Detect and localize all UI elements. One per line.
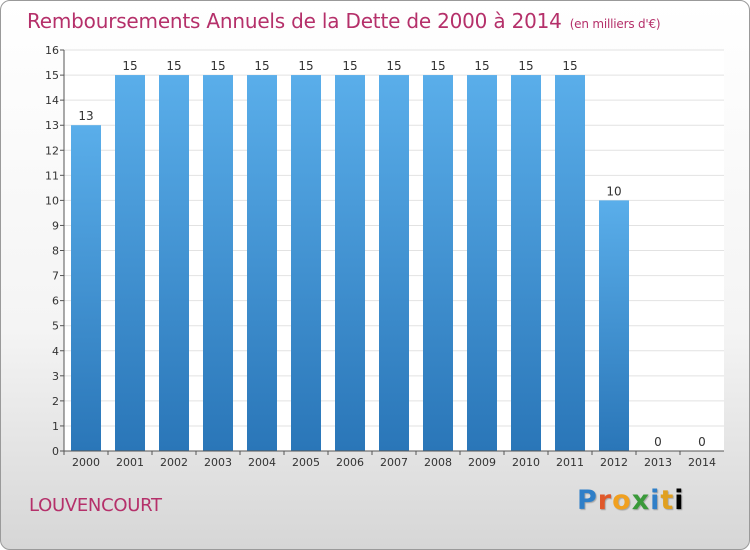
data-label: 15	[298, 59, 313, 73]
x-tick-label: 2010	[512, 456, 540, 469]
bar	[335, 75, 365, 451]
bar	[247, 75, 277, 451]
x-tick-label: 2012	[600, 456, 628, 469]
x-tick-label: 2009	[468, 456, 496, 469]
bar	[71, 125, 101, 451]
bar	[379, 75, 409, 451]
bar	[291, 75, 321, 451]
logo-letter: i	[650, 485, 661, 516]
data-label: 0	[654, 435, 662, 449]
y-tick-label: 6	[52, 295, 59, 308]
y-tick-label: 11	[45, 169, 59, 182]
chart-subtitle: (en milliers d'€)	[569, 17, 661, 31]
x-tick-label: 2014	[688, 456, 716, 469]
chart-title-text: Remboursements Annuels de la Dette de 20…	[27, 9, 562, 33]
y-tick-label: 15	[45, 69, 59, 82]
data-label: 15	[166, 59, 181, 73]
x-tick-label: 2007	[380, 456, 408, 469]
data-label: 15	[210, 59, 225, 73]
bars	[71, 75, 629, 451]
x-tick-label: 2001	[116, 456, 144, 469]
y-tick-label: 7	[52, 270, 59, 283]
data-label: 15	[342, 59, 357, 73]
data-label: 15	[122, 59, 137, 73]
x-tick-label: 2005	[292, 456, 320, 469]
x-tick-label: 2013	[644, 456, 672, 469]
data-label: 15	[430, 59, 445, 73]
data-label: 10	[606, 184, 621, 198]
bar	[203, 75, 233, 451]
chart-title: Remboursements Annuels de la Dette de 20…	[27, 9, 661, 33]
y-tick-label: 3	[52, 370, 59, 383]
data-label: 13	[78, 109, 93, 123]
town-name: LOUVENCOURT	[29, 495, 162, 516]
x-tick-label: 2008	[424, 456, 452, 469]
y-tick-label: 0	[52, 445, 59, 458]
bar	[159, 75, 189, 451]
logo-letter: x	[631, 485, 651, 516]
y-tick-label: 13	[45, 119, 59, 132]
x-tick-label: 2006	[336, 456, 364, 469]
x-tick-label: 2011	[556, 456, 584, 469]
bar	[555, 75, 585, 451]
bar	[599, 200, 629, 451]
bar	[423, 75, 453, 451]
data-labels: 13 15 15 15 15 15 15 15 15 15 15 15 10 0 0	[78, 59, 705, 449]
data-label: 15	[562, 59, 577, 73]
y-tick-label: 1	[52, 420, 59, 433]
logo-letter: r	[597, 485, 613, 516]
x-tick-label: 2003	[204, 456, 232, 469]
y-tick-label: 10	[45, 194, 59, 207]
logo-letter: t	[660, 485, 675, 516]
data-label: 0	[698, 435, 706, 449]
data-label: 15	[254, 59, 269, 73]
bar	[467, 75, 497, 451]
x-axis: 2000 2001 2002 2003 2004 2005 2006 2007 2008 2009…	[63, 450, 724, 469]
y-tick-label: 14	[45, 94, 59, 107]
y-tick-label: 4	[52, 345, 59, 358]
bar	[115, 75, 145, 451]
y-tick-label: 5	[52, 320, 59, 333]
logo-letter: P	[577, 485, 598, 516]
x-tick-label: 2002	[160, 456, 188, 469]
y-tick-label: 16	[45, 44, 59, 57]
bar	[511, 75, 541, 451]
x-tick-label: 2000	[72, 456, 100, 469]
y-tick-label: 8	[52, 245, 59, 258]
logo-letter: i	[674, 485, 685, 516]
y-tick-label: 12	[45, 144, 59, 157]
x-tick-label: 2004	[248, 456, 276, 469]
proxiti-logo: Proxiti	[577, 485, 685, 516]
y-tick-label: 2	[52, 395, 59, 408]
data-label: 15	[386, 59, 401, 73]
data-label: 15	[518, 59, 533, 73]
data-label: 15	[474, 59, 489, 73]
y-tick-label: 9	[52, 219, 59, 232]
logo-letter: o	[612, 485, 632, 516]
